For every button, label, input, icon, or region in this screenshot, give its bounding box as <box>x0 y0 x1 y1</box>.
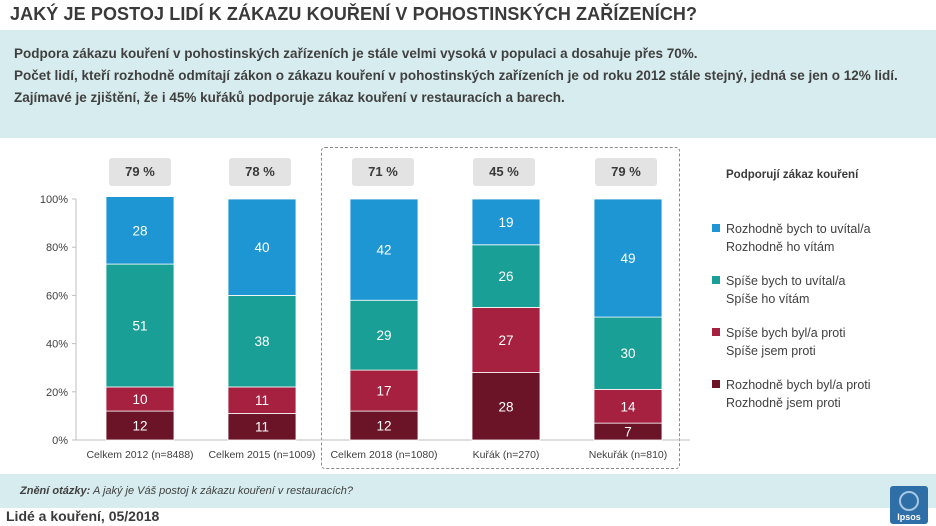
data-label: 29 <box>376 328 391 343</box>
data-label: 28 <box>132 223 147 238</box>
legend-sublabel: Spíše ho vítám <box>726 292 810 306</box>
y-tick-label: 0% <box>52 435 68 447</box>
support-badge-2012: 79 % <box>109 158 171 186</box>
bar-segment <box>471 244 541 308</box>
legend-title: Podporují zákaz kouření <box>726 169 859 181</box>
intro-line-1: Podpora zákazu kouření v pohostinských z… <box>14 46 698 61</box>
page-title: JAKÝ JE POSTOJ LIDÍ K ZÁKAZU KOUŘENÍ V P… <box>10 4 698 24</box>
bar-segment <box>471 372 541 441</box>
bar-segment <box>593 198 663 318</box>
x-category-label: Kuřák (n=270) <box>473 449 540 461</box>
bar-segment <box>471 198 541 246</box>
y-tick-label: 20% <box>46 387 68 399</box>
data-label: 19 <box>498 215 513 230</box>
y-tick-label: 60% <box>46 290 68 302</box>
legend-swatch <box>712 224 720 232</box>
data-label: 12 <box>132 419 147 434</box>
x-category-label: Celkem 2012 (n=8488) <box>86 449 193 461</box>
ipsos-logo: Ipsos <box>890 486 928 524</box>
y-tick-label: 40% <box>46 339 68 351</box>
legend-label: Rozhodně bych byl/a proti <box>726 378 871 392</box>
data-label: 30 <box>620 346 635 361</box>
question-text: Znění otázky: A jaký je Váš postoj k zák… <box>20 485 353 497</box>
bar-segment <box>349 369 419 412</box>
legend-swatch <box>712 276 720 284</box>
support-badge-smokers: 45 % <box>473 158 535 186</box>
x-category-label: Celkem 2018 (n=1080) <box>330 449 437 461</box>
data-label: 49 <box>620 251 635 266</box>
data-label: 11 <box>255 393 269 408</box>
data-label: 42 <box>376 243 391 258</box>
data-label: 12 <box>376 419 391 434</box>
data-label: 40 <box>254 240 269 255</box>
highlight-frame-2018 <box>321 147 680 469</box>
bar-segment <box>593 316 663 390</box>
data-label: 51 <box>132 319 147 334</box>
intro-panel: Podpora zákazu kouření v pohostinských z… <box>0 30 936 138</box>
legend-label: Rozhodně bych to uvítal/a <box>726 222 871 236</box>
data-label: 14 <box>620 399 636 414</box>
bar-segment <box>349 299 419 371</box>
bar-segment <box>105 196 175 265</box>
y-tick-label: 80% <box>46 242 68 254</box>
bar-segment <box>349 198 419 301</box>
data-label: 7 <box>624 425 632 440</box>
legend-swatch <box>712 328 720 336</box>
x-category-label: Celkem 2015 (n=1009) <box>208 449 315 461</box>
legend-swatch <box>712 380 720 388</box>
logo-text: Ipsos <box>897 512 921 522</box>
bar-segment <box>227 198 297 296</box>
question-body: A jaký je Váš postoj k zákazu kouření v … <box>92 485 354 497</box>
bar-segment <box>471 307 541 373</box>
data-label: 11 <box>255 420 269 435</box>
support-badge-2015: 78 % <box>229 158 291 186</box>
y-tick-label: 100% <box>40 194 68 206</box>
support-badge-nonsmokers: 79 % <box>595 158 657 186</box>
data-label: 17 <box>376 384 391 399</box>
legend-label: Spíše bych byl/a proti <box>726 326 846 340</box>
data-label: 38 <box>254 334 269 349</box>
intro-line-3: Zajímavé je zjištění, že i 45% kuřáků po… <box>14 90 565 105</box>
intro-line-2: Počet lidí, kteří rozhodně odmítají záko… <box>14 68 898 83</box>
stacked-bar-chart: 0% 20% 40% 60% 80% 100% 12 10 51 28 Celkem 2012 (n… <box>40 194 690 461</box>
legend-sublabel: Rozhodně jsem proti <box>726 396 841 410</box>
legend-sublabel: Rozhodně ho vítám <box>726 240 835 254</box>
data-label: 26 <box>498 269 513 284</box>
bar-segment <box>105 263 175 388</box>
data-label: 27 <box>498 333 513 348</box>
support-badge-2018: 71 % <box>352 158 414 186</box>
question-label: Znění otázky: <box>20 485 91 497</box>
data-label: 10 <box>132 392 147 407</box>
data-label: 28 <box>498 399 513 414</box>
source-date: Lidé a kouření, 05/2018 <box>6 508 160 524</box>
x-category-label: Nekuřák (n=810) <box>589 449 668 461</box>
bar-segment <box>227 386 297 414</box>
footer-band <box>0 474 936 508</box>
legend-label: Spíše bych to uvítal/a <box>726 274 846 288</box>
bar-segment <box>227 413 297 441</box>
bar-segment <box>227 295 297 388</box>
legend-sublabel: Spíše jsem proti <box>726 344 816 358</box>
